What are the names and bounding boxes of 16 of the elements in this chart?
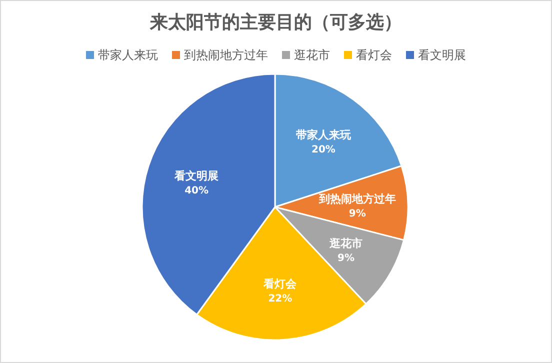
chart-title: 来太阳节的主要目的（可多选） [149,12,402,33]
data-label: 40% [184,186,209,197]
slice-label: 到热闹地方过年 [318,192,396,206]
legend-label: 看文明展 [418,48,466,62]
slice-label: 逛花市 [328,236,362,250]
legend-label: 看灯会 [356,48,392,62]
data-label: 9% [337,252,354,264]
legend-label: 到热闹地方过年 [184,48,268,62]
legend-label: 逛花市 [294,48,330,62]
data-label: 22% [268,293,292,304]
data-label: 9% [348,208,366,220]
slice-label: 看灯会 [262,277,298,290]
slice-label: 带家人来玩 [296,128,352,142]
data-label: 20% [312,144,336,156]
legend-label: 带家人来玩 [98,48,158,62]
slice-label: 看文明展 [174,170,219,183]
